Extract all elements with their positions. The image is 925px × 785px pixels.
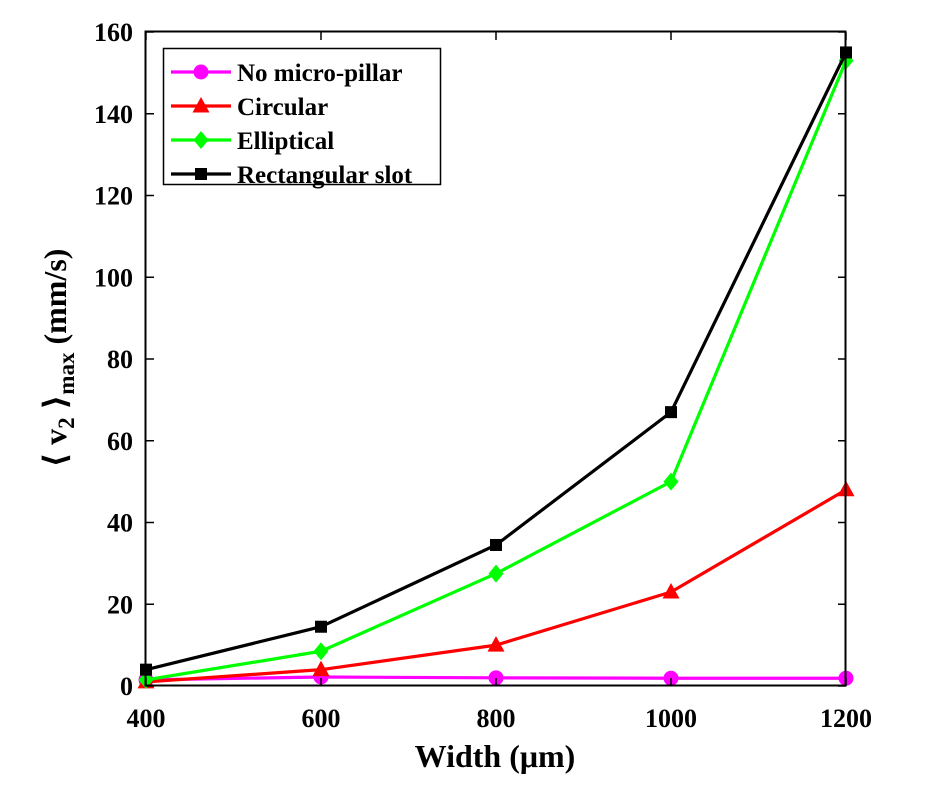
y-tick-label: 0: [120, 672, 133, 701]
x-tick-label: 1000: [645, 704, 697, 733]
data-point: [663, 472, 679, 491]
y-tick-label: 100: [94, 263, 133, 292]
legend: No micro-pillar Circular Elliptical Rectang…: [162, 47, 442, 189]
y-tick-label: 140: [94, 100, 133, 129]
y-axis-title-close: ⟩: [37, 395, 73, 418]
legend-marker: [195, 168, 207, 180]
legend-marker: [193, 64, 209, 80]
y-tick-label: 120: [94, 182, 133, 211]
y-axis-title-unit: (mm/s): [37, 249, 73, 353]
data-point: [315, 620, 327, 633]
legend-label: No micro-pillar: [237, 60, 402, 87]
x-axis-title: Width (μm): [415, 738, 576, 774]
y-tick-label: 160: [94, 18, 133, 47]
legend-label: Elliptical: [237, 128, 334, 155]
ticks-layer: 400 600 800 1000 1200 0 20 40 60 80 100 120 140 160: [94, 18, 872, 733]
series-layer: [137, 46, 855, 689]
x-tick-label: 600: [302, 704, 341, 733]
data-point: [665, 406, 677, 419]
y-axis-title-open: ⟨ v: [37, 429, 73, 468]
legend-label: Rectangular slot: [237, 162, 413, 189]
x-tick-label: 400: [127, 704, 166, 733]
data-point: [313, 642, 329, 661]
data-point: [312, 660, 330, 677]
y-axis-title-sub1: 2: [54, 417, 79, 429]
data-point: [490, 538, 502, 551]
legend-marker: [193, 131, 209, 149]
series-line: [145, 488, 847, 684]
legend-label: Circular: [237, 94, 328, 121]
y-axis-title: ⟨ v2 ⟩max (mm/s): [37, 249, 79, 468]
y-axis-title-sub2: max: [54, 352, 79, 395]
y-tick-label: 80: [107, 345, 133, 374]
x-tick-label: 800: [477, 704, 516, 733]
legend-marker: [192, 97, 210, 113]
y-tick-label: 20: [107, 590, 133, 619]
x-tick-label: 1200: [820, 704, 872, 733]
data-point: [662, 582, 680, 599]
data-point: [487, 636, 505, 652]
y-tick-label: 40: [107, 509, 133, 538]
y-tick-label: 60: [107, 427, 133, 456]
data-point: [488, 564, 504, 583]
